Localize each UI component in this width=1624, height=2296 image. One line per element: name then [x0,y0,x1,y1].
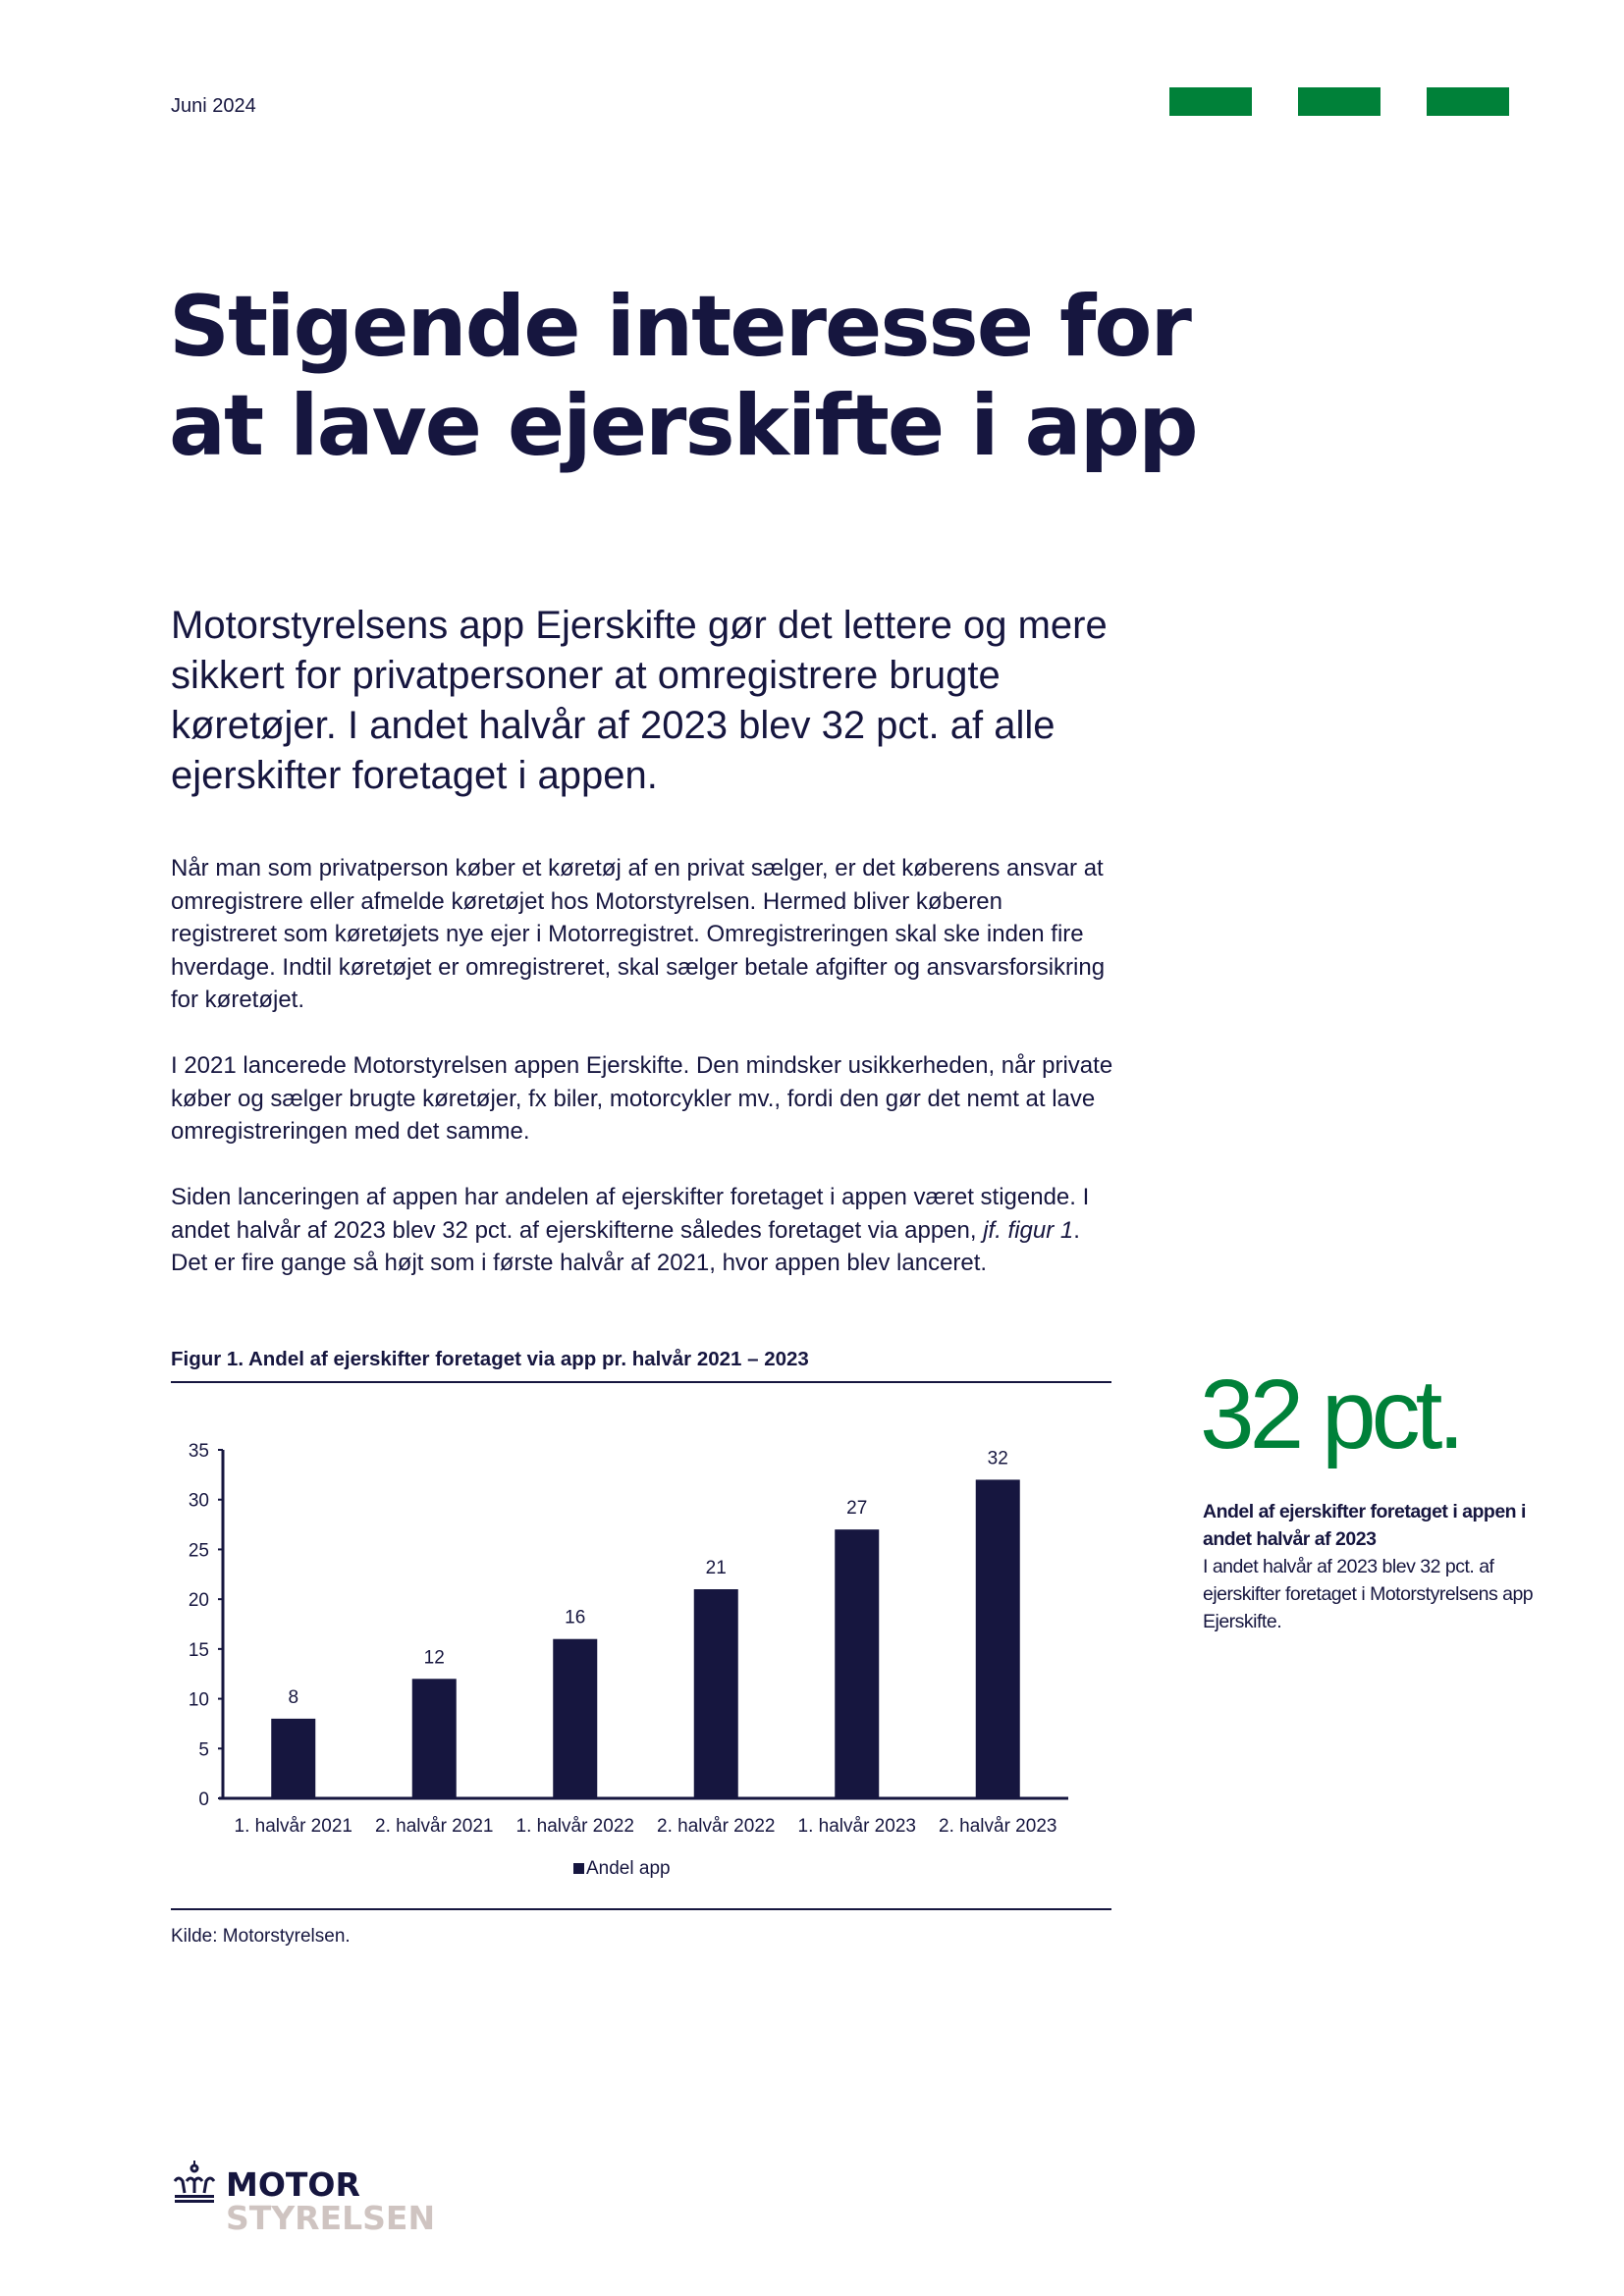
figure-reference: jf. figur 1 [983,1216,1074,1244]
figure-title: Figur 1. Andel af ejerskifter foretaget … [171,1348,809,1370]
x-tick-label: 1. halvår 2021 [235,1816,352,1837]
publication-date: Juni 2024 [171,95,256,117]
body-paragraph: I 2021 lancerede Motorstyrelsen appen Ej… [171,1052,1113,1145]
x-tick-label: 2. halvår 2023 [939,1816,1056,1837]
y-tick-label: 35 [189,1441,209,1462]
logo-text: STYRELSEN [226,2199,436,2237]
x-tick-label: 1. halvår 2023 [798,1816,916,1837]
x-tick-label: 1. halvår 2022 [516,1816,634,1837]
y-tick-label: 0 [198,1789,209,1810]
bar [693,1589,738,1798]
text: . Det er fire gange så højt som i første… [171,1216,1080,1277]
logo-text: MOTOR [226,2165,360,2204]
text: Siden lanceringen af appen har andelen a… [171,1184,1090,1244]
accent-bar [1427,87,1509,116]
page-title: Stigende interesse for at lave ejerskift… [169,278,1199,476]
y-tick-label: 20 [189,1590,209,1611]
y-tick-label: 5 [198,1739,209,1760]
accent-bar [1298,87,1380,116]
data-label: 21 [706,1558,727,1578]
y-tick-label: 10 [189,1690,209,1711]
data-label: 12 [424,1647,445,1668]
accent-bar [1169,87,1252,116]
body-paragraph: Når man som privatperson køber et køretø… [171,855,1106,1013]
divider [171,1908,1111,1910]
kpi-heading: Andel af ejerskifter foretaget i appen i… [1203,1501,1526,1550]
bar-chart: 0 5 10 15 20 25 30 35 8 1. halvår 2021 12 2. halvår… [189,1441,1068,1879]
bar [411,1679,457,1798]
x-tick-label: 2. halvår 2021 [375,1816,493,1837]
data-label: 16 [565,1608,585,1629]
bar [553,1638,598,1798]
x-tick-label: 2. halvår 2022 [657,1816,775,1837]
title-line: at lave ejerskifte i app [169,377,1199,475]
data-label: 8 [288,1687,298,1708]
figure-source: Kilde: Motorstyrelsen. [171,1926,351,1947]
legend-label: Andel app [586,1858,671,1879]
lead-paragraph: Motorstyrelsens app Ejerskifte gør det l… [171,604,1108,797]
legend-swatch [573,1863,584,1874]
crown-icon [173,2161,216,2203]
bar [835,1529,880,1798]
kpi-text: I andet halvår af 2023 blev 32 pct. af e… [1203,1556,1534,1632]
y-tick-label: 30 [189,1491,209,1512]
bar [271,1718,316,1798]
data-label: 27 [846,1498,867,1519]
divider [171,1381,1111,1383]
bar [975,1479,1020,1798]
body-paragraph: Siden lanceringen af appen har andelen a… [171,1181,1113,1280]
y-tick-label: 15 [189,1640,209,1661]
kpi-value: 32 pct. [1200,1360,1465,1469]
data-label: 32 [988,1448,1008,1468]
title-line: Stigende interesse for [169,278,1192,376]
y-tick-label: 25 [189,1540,209,1561]
